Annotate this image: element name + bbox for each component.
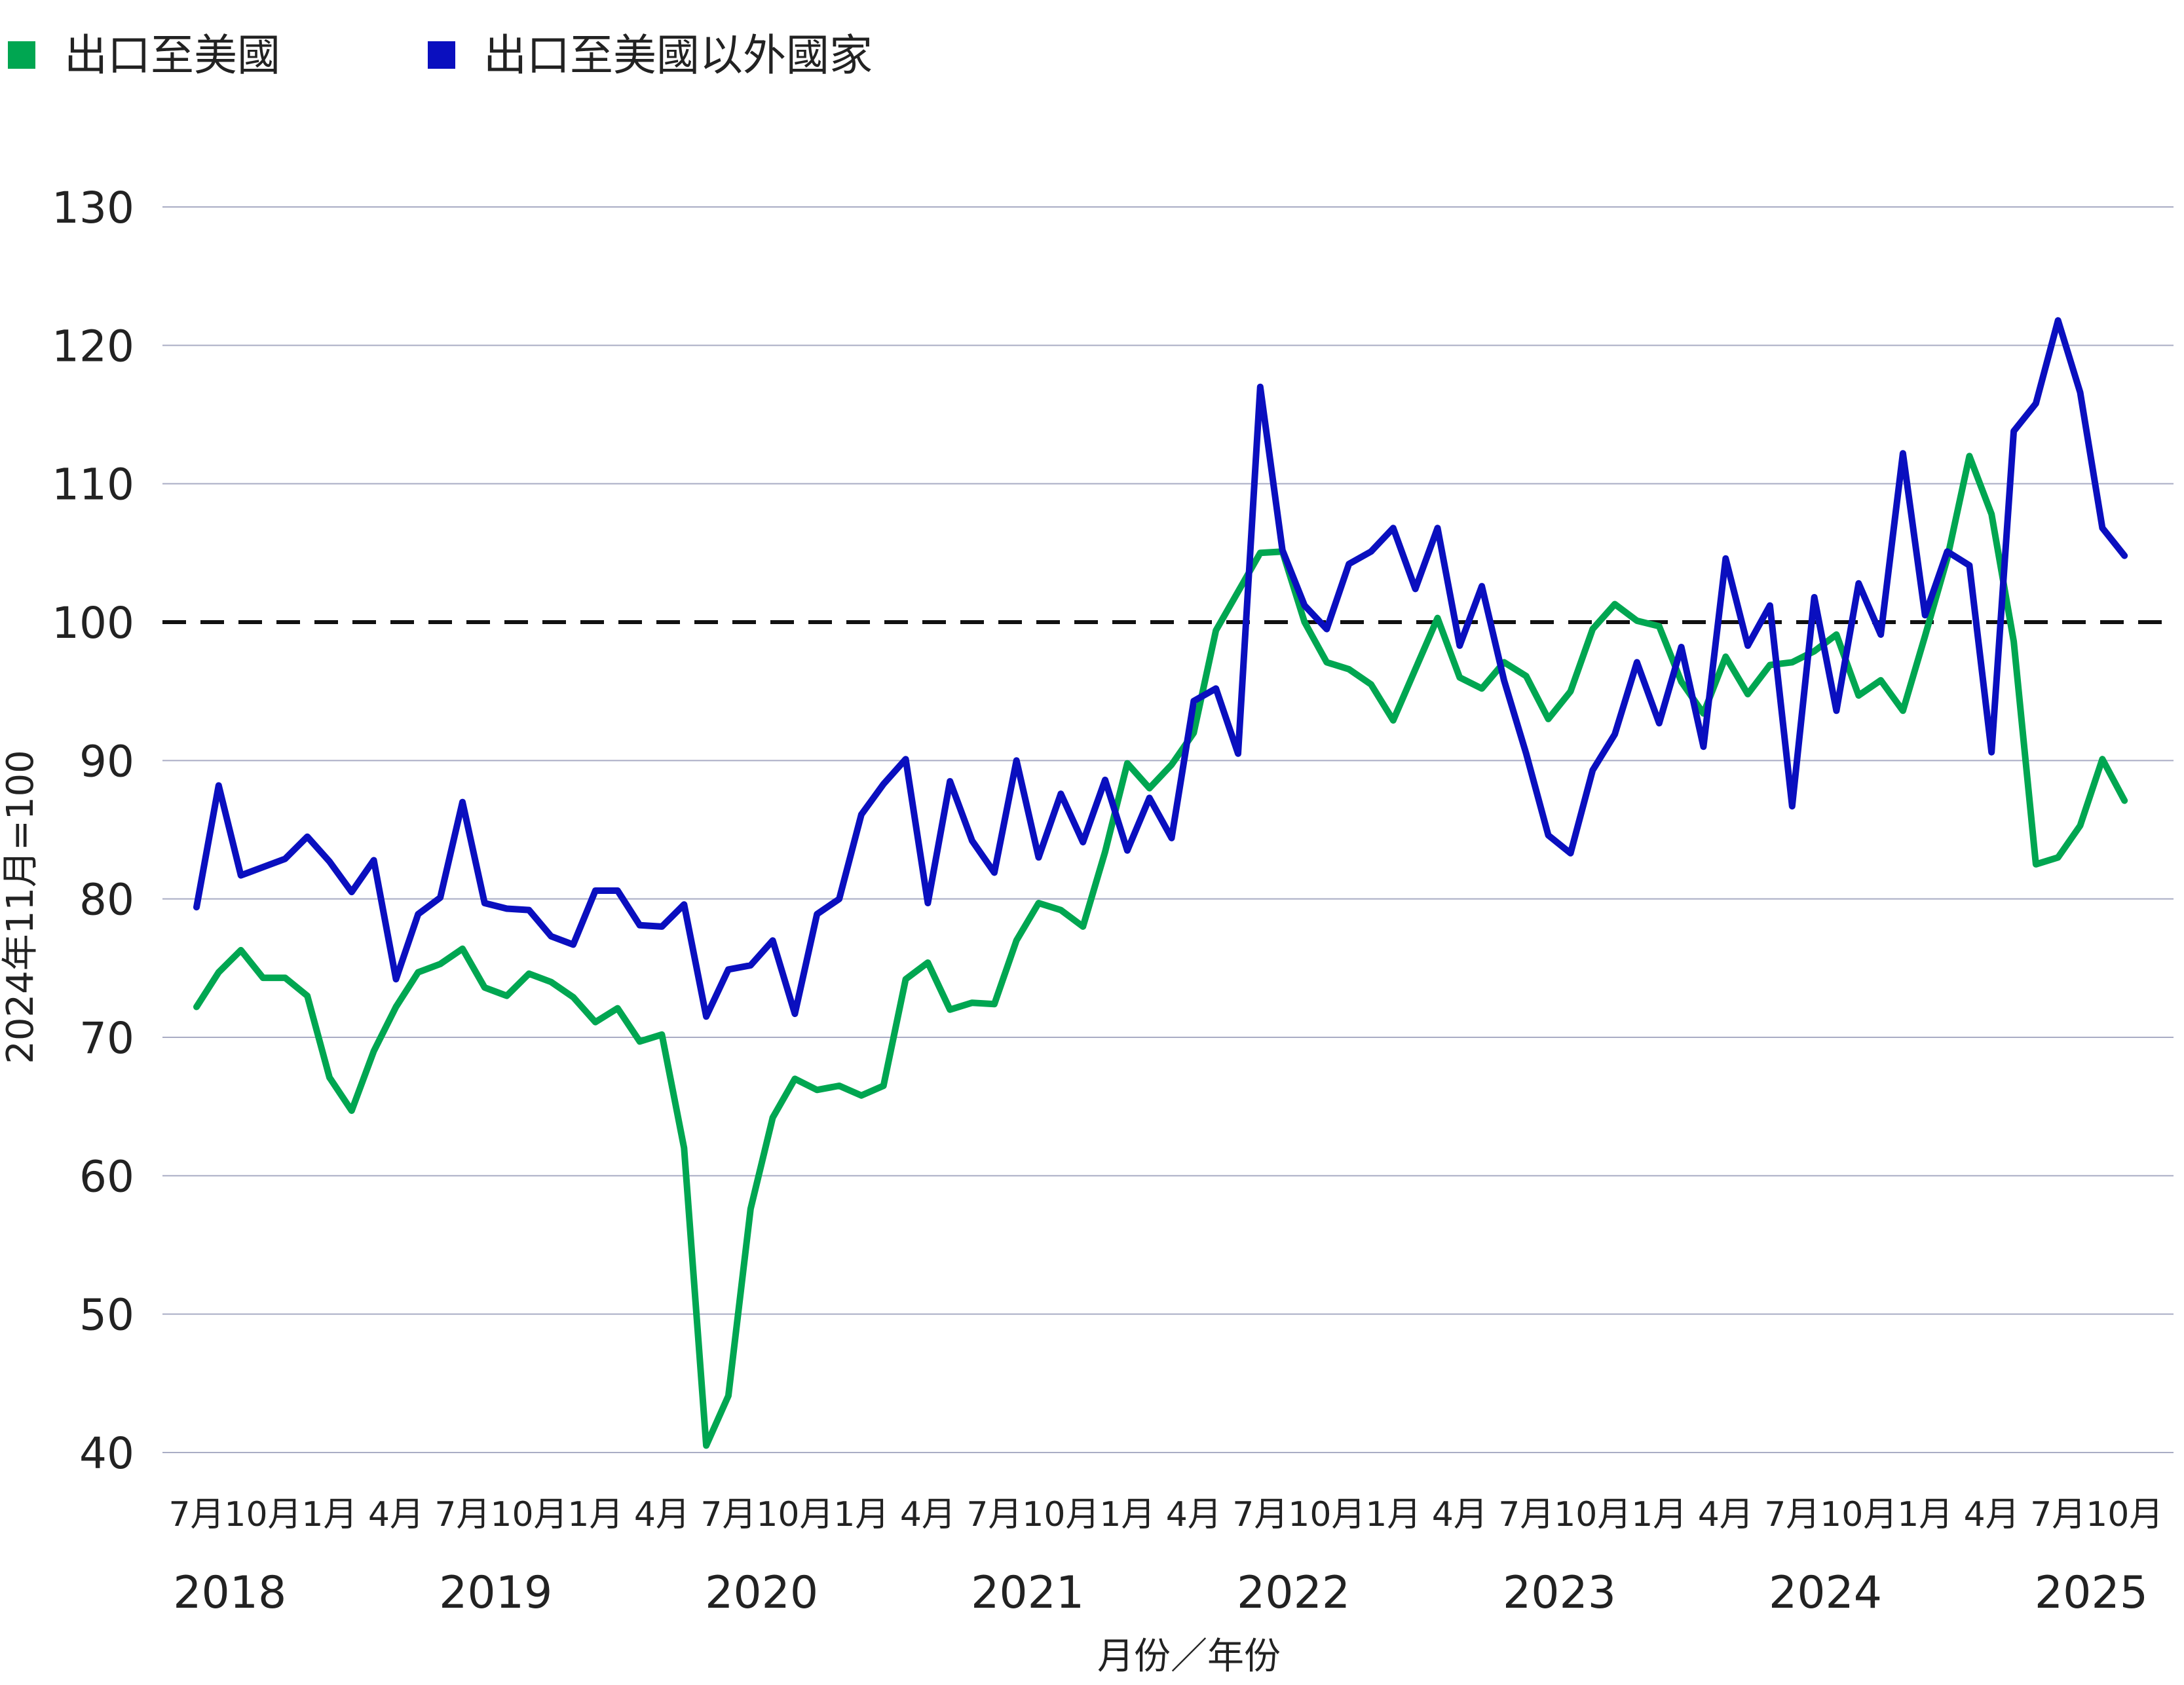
x-year-label: 2025 [2035,1567,2148,1619]
legend-swatch-non-us [428,41,455,69]
y-tick-label: 90 [79,736,134,787]
x-month-label: 4月 [1698,1495,1754,1534]
x-month-label: 4月 [1166,1495,1222,1534]
x-month-label: 1月 [833,1495,889,1534]
x-month-label: 10月 [756,1495,833,1534]
x-year-label: 2021 [971,1567,1084,1619]
x-month-label: 10月 [1554,1495,1631,1534]
x-month-label: 1月 [1365,1495,1421,1534]
x-month-label: 7月 [434,1495,490,1534]
gridlines [162,206,2174,1453]
x-month-label: 10月 [2086,1495,2163,1534]
y-tick-label: 80 [79,875,134,925]
legend-label-non-us: 出口至美國以外國家 [483,30,873,81]
x-month-label: 7月 [2030,1495,2086,1534]
x-month-label: 7月 [700,1495,756,1534]
series-line-us [193,453,2128,1449]
y-tick-label: 120 [52,321,134,371]
x-month-label: 7月 [1498,1495,1554,1534]
y-tick-label: 100 [52,598,134,648]
legend-swatch-us [8,41,35,69]
x-year-label: 2024 [1769,1567,1882,1619]
x-month-label: 10月 [1288,1495,1365,1534]
x-month-label: 10月 [1820,1495,1897,1534]
x-year-label: 2019 [439,1567,552,1619]
x-month-label: 7月 [1232,1495,1288,1534]
legend-label-us: 出口至美國 [64,30,280,81]
series-lines [193,317,2128,1449]
x-month-label: 4月 [368,1495,424,1534]
y-tick-label: 130 [52,183,134,233]
x-year-label: 2022 [1237,1567,1350,1619]
x-axis-year-ticks: 2018 2019 2020 2021 2022 2023 2024 2025 [173,1567,2148,1619]
x-month-label: 1月 [1099,1495,1155,1534]
x-axis-title: 月份／年份 [1097,1635,1281,1678]
x-axis-month-ticks: 7月 10月 1月 4月 7月 10月 1月 4月 7月 10月 1月 4月 7月 10月 1月 4月 7月 10… [168,1495,2163,1534]
x-year-label: 2018 [173,1567,286,1619]
series-line-non-us [193,317,2128,1020]
x-year-label: 2020 [705,1567,818,1619]
x-year-label: 2023 [1503,1567,1616,1619]
x-month-label: 1月 [1897,1495,1953,1534]
y-tick-label: 40 [79,1428,134,1479]
x-month-label: 1月 [1631,1495,1687,1534]
x-month-label: 7月 [966,1495,1022,1534]
y-axis-title: 2024年11月=100 [0,750,42,1064]
x-month-label: 1月 [567,1495,623,1534]
y-tick-label: 60 [79,1151,134,1202]
y-tick-label: 110 [52,460,134,510]
x-month-label: 10月 [224,1495,301,1534]
x-month-label: 10月 [1022,1495,1099,1534]
x-month-label: 4月 [1964,1495,2020,1534]
x-month-label: 7月 [1764,1495,1820,1534]
y-tick-label: 70 [79,1013,134,1064]
y-tick-label: 50 [79,1290,134,1341]
x-month-label: 4月 [1432,1495,1488,1534]
x-month-label: 1月 [301,1495,357,1534]
legend: 出口至美國 出口至美國以外國家 [8,30,873,81]
x-month-label: 7月 [168,1495,224,1534]
x-month-label: 10月 [490,1495,567,1534]
x-month-label: 4月 [634,1495,690,1534]
x-month-label: 4月 [900,1495,956,1534]
y-axis-ticks: 40 50 60 70 80 90 100 110 120 130 [52,183,134,1479]
